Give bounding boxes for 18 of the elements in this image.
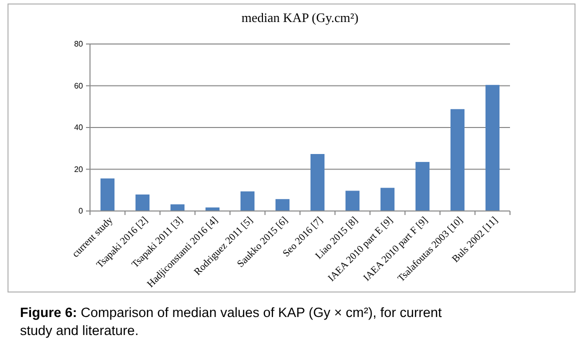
y-tick-label: 80: [74, 40, 84, 49]
bar: [136, 194, 150, 211]
bar: [346, 190, 360, 211]
y-tick-label: 40: [74, 123, 84, 132]
bar: [276, 199, 290, 211]
bar: [310, 154, 324, 211]
bar: [240, 191, 254, 211]
chart-title: median KAP (Gy.cm²): [241, 10, 359, 25]
caption: Figure 6: Comparison of median values of KAP (Gy × cm²), for current study and literature.: [20, 305, 442, 338]
y-tick-label: 60: [74, 81, 84, 90]
bar: [100, 178, 114, 211]
bar: [450, 109, 464, 211]
bar: [170, 204, 184, 211]
y-tick-label: 0: [78, 206, 84, 216]
bar: [486, 84, 500, 211]
bar: [416, 162, 430, 211]
bar: [380, 188, 394, 211]
y-tick-label: 20: [74, 164, 84, 174]
